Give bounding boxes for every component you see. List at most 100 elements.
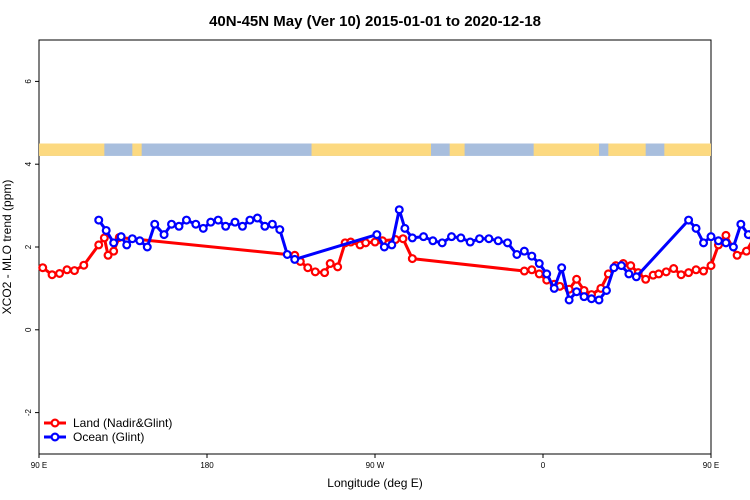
data-point bbox=[379, 242, 389, 252]
x-tick-label: 90 W bbox=[366, 461, 385, 470]
data-point bbox=[260, 221, 270, 231]
data-point bbox=[230, 217, 240, 227]
data-point bbox=[721, 238, 731, 248]
data-point bbox=[447, 232, 457, 242]
data-point bbox=[691, 265, 701, 275]
data-point bbox=[310, 267, 320, 277]
data-point bbox=[303, 263, 313, 273]
data-point bbox=[267, 219, 277, 229]
data-point bbox=[333, 262, 343, 272]
land-segment bbox=[664, 143, 711, 156]
data-point bbox=[191, 219, 201, 229]
data-point bbox=[103, 250, 113, 260]
data-point bbox=[512, 249, 522, 259]
y-tick-label: 2 bbox=[24, 244, 33, 249]
data-point bbox=[661, 267, 671, 277]
legend-label: Ocean (Glint) bbox=[73, 430, 144, 444]
x-tick-label: 90 E bbox=[703, 461, 719, 470]
data-point bbox=[94, 240, 104, 250]
data-point bbox=[99, 233, 109, 243]
y-tick-label: 4 bbox=[24, 161, 33, 166]
x-axis-title: Longitude (deg E) bbox=[327, 476, 422, 490]
data-point bbox=[626, 261, 636, 271]
data-point bbox=[519, 246, 529, 256]
data-point bbox=[732, 250, 742, 260]
data-point bbox=[564, 295, 574, 305]
data-point bbox=[290, 254, 300, 264]
data-point bbox=[669, 264, 679, 274]
data-point bbox=[721, 230, 731, 240]
data-point bbox=[736, 219, 746, 229]
data-point bbox=[493, 236, 503, 246]
land-ocean-strip bbox=[39, 143, 711, 156]
data-point bbox=[484, 234, 494, 244]
data-point bbox=[221, 221, 231, 231]
data-point bbox=[706, 261, 716, 271]
data-point bbox=[387, 240, 397, 250]
chart-title: 40N-45N May (Ver 10) 2015-01-01 to 2020-… bbox=[209, 13, 541, 30]
data-point bbox=[699, 238, 709, 248]
data-point bbox=[676, 270, 686, 280]
x-tick-label: 180 bbox=[200, 461, 214, 470]
data-point bbox=[465, 237, 475, 247]
data-point bbox=[534, 259, 544, 269]
data-point bbox=[79, 260, 89, 270]
data-point bbox=[743, 230, 750, 240]
data-point bbox=[616, 261, 626, 271]
data-point bbox=[407, 254, 417, 264]
data-point bbox=[62, 265, 72, 275]
data-point bbox=[47, 270, 57, 280]
data-point bbox=[142, 242, 152, 252]
data-point bbox=[609, 263, 619, 273]
data-point bbox=[94, 215, 104, 225]
legend: Land (Nadir&Glint)Ocean (Glint) bbox=[44, 416, 172, 444]
data-point bbox=[579, 292, 589, 302]
y-tick-label: 0 bbox=[24, 327, 33, 332]
data-point bbox=[572, 287, 582, 297]
data-point bbox=[601, 285, 611, 295]
land-segment bbox=[132, 143, 142, 156]
data-point bbox=[549, 283, 559, 293]
y-axis-title: XCO2 - MLO trend (ppm) bbox=[0, 180, 14, 315]
data-point bbox=[542, 269, 552, 279]
data-point bbox=[320, 268, 330, 278]
data-point bbox=[245, 215, 255, 225]
data-point bbox=[206, 217, 216, 227]
data-point bbox=[587, 294, 597, 304]
data-point bbox=[150, 219, 160, 229]
series-1 bbox=[94, 205, 750, 305]
data-point bbox=[428, 236, 438, 246]
data-point bbox=[109, 238, 119, 248]
land-segment bbox=[449, 143, 465, 156]
data-point bbox=[361, 238, 371, 248]
data-point bbox=[706, 232, 716, 242]
data-point bbox=[127, 234, 137, 244]
land-segment bbox=[608, 143, 646, 156]
data-point bbox=[252, 213, 262, 223]
data-point bbox=[198, 223, 208, 233]
y-tick-label: 6 bbox=[24, 79, 33, 84]
data-point bbox=[101, 225, 111, 235]
data-point bbox=[122, 240, 132, 250]
data-point bbox=[135, 236, 145, 246]
data-point bbox=[691, 223, 701, 233]
data-point bbox=[174, 221, 184, 231]
plot-frame bbox=[38, 39, 712, 455]
legend-label: Land (Nadir&Glint) bbox=[73, 416, 172, 430]
data-point bbox=[159, 230, 169, 240]
data-point bbox=[503, 238, 513, 248]
data-point bbox=[684, 268, 694, 278]
data-point bbox=[325, 259, 335, 269]
data-point bbox=[572, 274, 582, 284]
data-point bbox=[741, 246, 750, 256]
y-axis: -2 0 2 4 6 bbox=[24, 79, 39, 416]
data-point bbox=[400, 223, 410, 233]
data-point bbox=[116, 232, 126, 242]
data-point bbox=[456, 233, 466, 243]
data-point bbox=[419, 232, 429, 242]
data-point bbox=[713, 236, 723, 246]
data-point bbox=[527, 265, 537, 275]
data-point bbox=[237, 221, 247, 231]
data-point bbox=[394, 205, 404, 215]
